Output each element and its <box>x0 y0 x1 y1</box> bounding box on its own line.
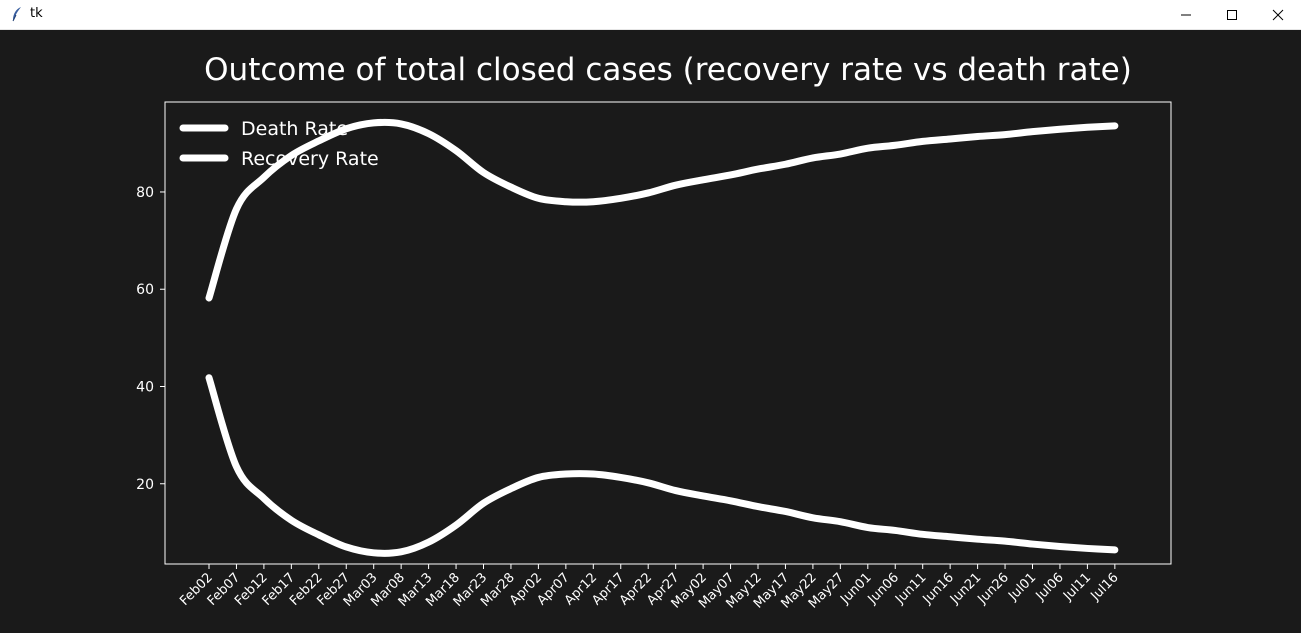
x-tick-label: Jun06 <box>865 570 902 607</box>
plot-frame <box>164 101 1172 565</box>
minimize-button[interactable] <box>1163 0 1209 29</box>
x-tick-label: Jun16 <box>920 570 957 607</box>
x-tick-label: Jul01 <box>1005 570 1039 604</box>
legend-label-recovery-rate: Recovery Rate <box>241 148 379 170</box>
series-layer <box>205 118 1119 557</box>
window-title: tk <box>30 6 43 21</box>
x-tick-label: Jun21 <box>947 570 984 607</box>
chart-title: Outcome of total closed cases (recovery … <box>204 52 1132 88</box>
line-chart: Outcome of total closed cases (recovery … <box>136 52 1172 612</box>
legend-label-death-rate: Death Rate <box>241 118 348 140</box>
x-tick-label: Jul16 <box>1088 570 1122 604</box>
series-line-recovery-rate <box>205 118 1119 302</box>
series-line-death-rate <box>205 374 1119 557</box>
y-tick-label: 40 <box>136 379 154 395</box>
close-button[interactable] <box>1255 0 1301 29</box>
window-titlebar: tk <box>0 0 1301 30</box>
x-tick-label: Jun01 <box>837 570 874 607</box>
maximize-icon <box>1227 10 1237 20</box>
chart-area: Outcome of total closed cases (recovery … <box>0 30 1301 629</box>
x-axis: Feb02Feb07Feb12Feb17Feb22Feb27Mar03Mar08… <box>177 564 1122 612</box>
x-tick-label: Jul06 <box>1033 570 1067 604</box>
y-tick-label: 80 <box>136 185 154 201</box>
close-icon <box>1272 9 1284 21</box>
minimize-icon <box>1181 14 1191 16</box>
y-tick-label: 20 <box>136 477 154 493</box>
x-tick-label: Jun11 <box>892 570 929 607</box>
x-tick-label: Jul11 <box>1060 570 1094 604</box>
legend: Death Rate Recovery Rate <box>179 118 379 170</box>
feather-icon <box>12 7 21 22</box>
maximize-button[interactable] <box>1209 0 1255 29</box>
y-axis: 20 40 60 80 <box>136 185 165 493</box>
y-tick-label: 60 <box>136 282 154 298</box>
x-tick-label: Jun26 <box>975 570 1012 607</box>
